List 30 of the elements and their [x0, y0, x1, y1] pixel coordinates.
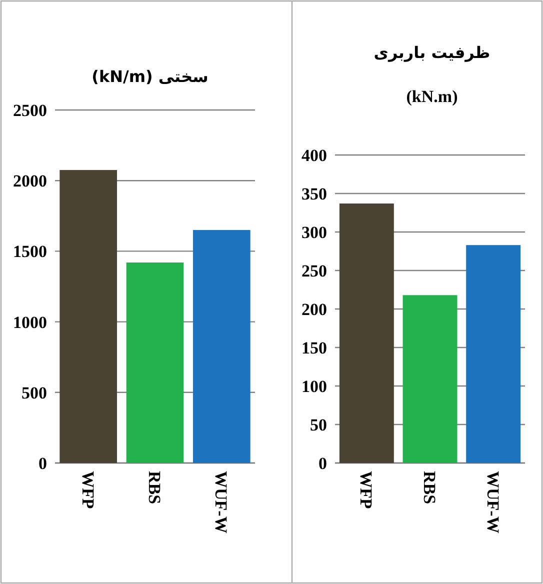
y-tick-label: 2000 [13, 172, 47, 191]
bar [339, 204, 394, 463]
x-tick-label: RBS [420, 471, 439, 504]
y-tick-label: 500 [22, 383, 47, 402]
x-tick-label: RBS [145, 471, 164, 504]
y-tick-label: 200 [302, 300, 327, 319]
y-tick-label: 0 [318, 454, 327, 473]
x-tick-label: WUF-W [212, 471, 231, 534]
y-tick-label: 50 [310, 416, 327, 434]
y-tick-label: 400 [302, 146, 327, 165]
y-tick-label: 1000 [13, 312, 47, 332]
chart-subtitle: (kN.m) [406, 87, 458, 106]
x-tick-label: WFP [356, 471, 376, 509]
bar [193, 230, 250, 463]
bar [466, 245, 521, 463]
bar [402, 295, 458, 463]
y-tick-label: 150 [302, 338, 327, 358]
chart-title: سختی (kN/m) [92, 67, 208, 86]
y-tick-label: 300 [302, 223, 327, 242]
x-tick-label: WUF-W [483, 471, 502, 534]
chart-title: ظرفیت باربری [374, 43, 490, 62]
bar [60, 170, 117, 463]
y-tick-label: 1500 [13, 242, 47, 262]
y-tick-label: 250 [302, 262, 327, 280]
bar [126, 262, 184, 463]
x-tick-label: WFP [78, 471, 98, 509]
y-tick-label: 0 [38, 454, 47, 473]
y-tick-label: 2500 [13, 101, 47, 120]
y-tick-label: 350 [302, 184, 327, 204]
y-tick-label: 100 [302, 377, 327, 396]
